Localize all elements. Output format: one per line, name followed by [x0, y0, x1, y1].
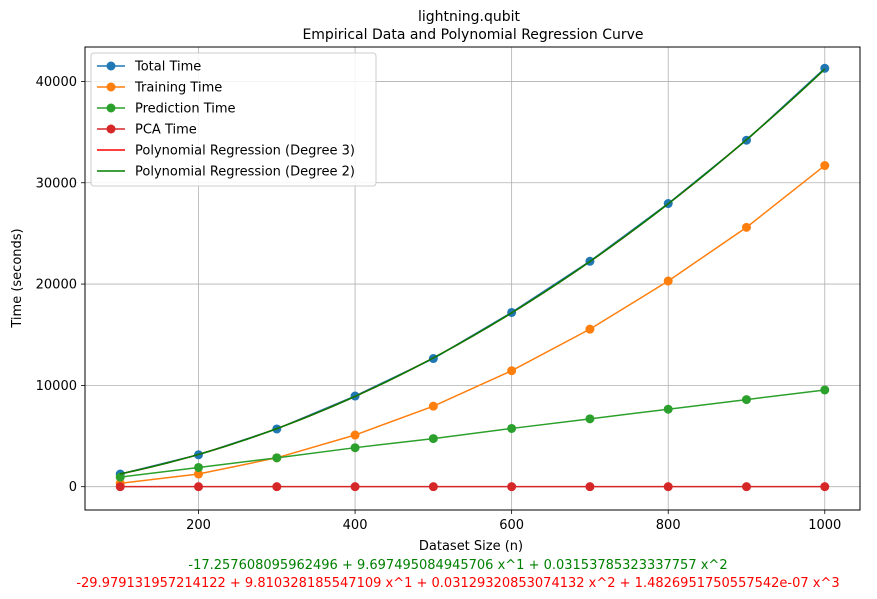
data-point [507, 423, 517, 433]
series-training-time [115, 161, 830, 488]
data-point [663, 276, 673, 286]
data-point [820, 161, 830, 171]
x-tick-label: 200 [186, 518, 211, 533]
data-point [585, 414, 595, 424]
legend-label: PCA Time [135, 123, 197, 138]
chart-title: lightning.qubit [418, 9, 521, 25]
legend-label: Prediction Time [135, 102, 236, 117]
y-tick-label: 0 [69, 480, 77, 495]
y-tick-label: 10000 [36, 379, 77, 394]
legend-label: Polynomial Regression (Degree 2) [135, 165, 355, 180]
y-tick-label: 20000 [36, 278, 77, 293]
data-point [663, 482, 673, 492]
x-tick-label: 400 [343, 518, 368, 533]
data-point [741, 395, 751, 405]
legend-swatch-marker [106, 103, 116, 113]
y-axis-label: Time (seconds) [10, 228, 25, 328]
chart-subtitle: Empirical Data and Polynomial Regression… [302, 27, 643, 43]
series-prediction-time [115, 385, 830, 482]
x-tick-label: 600 [499, 518, 524, 533]
equation-degree-2: -17.257608095962496 + 9.697495084945706 … [188, 558, 727, 573]
data-point [741, 482, 751, 492]
legend-box [90, 52, 377, 187]
regression-layer [120, 68, 826, 475]
data-point [428, 401, 438, 411]
series-line [120, 389, 825, 478]
legend: Total Time Training Time Prediction Time PC… [90, 52, 377, 187]
x-tick-label: 800 [656, 518, 681, 533]
data-point [194, 469, 204, 479]
data-point [428, 434, 438, 444]
plot-frame [84, 46, 861, 511]
data-point [663, 404, 673, 414]
data-point [350, 430, 360, 440]
legend-swatch-marker [106, 61, 116, 71]
data-point [272, 453, 282, 463]
x-axis-label: Dataset Size (n) [419, 539, 523, 554]
data-point [428, 482, 438, 492]
data-point [741, 222, 751, 232]
x-axis-ticks: 200 400 600 800 1000 [186, 510, 841, 533]
legend-label: Training Time [134, 81, 222, 96]
regression-curve [120, 68, 826, 475]
equation-degree-3: -29.979131957214122 + 9.810328185547109 … [76, 576, 839, 591]
data-point [194, 462, 204, 472]
legend-swatch-marker [106, 124, 116, 134]
data-point [350, 443, 360, 453]
y-tick-label: 40000 [36, 75, 77, 90]
legend-swatch-marker [106, 82, 116, 92]
y-axis-ticks: 0 10000 20000 30000 40000 [36, 75, 85, 495]
data-point [507, 482, 517, 492]
data-point [115, 482, 125, 492]
x-tick-label: 1000 [808, 518, 841, 533]
data-point [115, 472, 125, 482]
legend-label: Polynomial Regression (Degree 3) [135, 144, 355, 159]
legend-label: Total Time [134, 60, 201, 75]
data-point [272, 482, 282, 492]
data-point [820, 385, 830, 395]
data-point [350, 482, 360, 492]
data-point [820, 482, 830, 492]
data-point [585, 482, 595, 492]
y-tick-label: 30000 [36, 176, 77, 191]
data-point [585, 324, 595, 334]
data-point [507, 366, 517, 376]
data-point [194, 482, 204, 492]
series-line [120, 164, 826, 485]
series-pca-time [115, 482, 830, 492]
